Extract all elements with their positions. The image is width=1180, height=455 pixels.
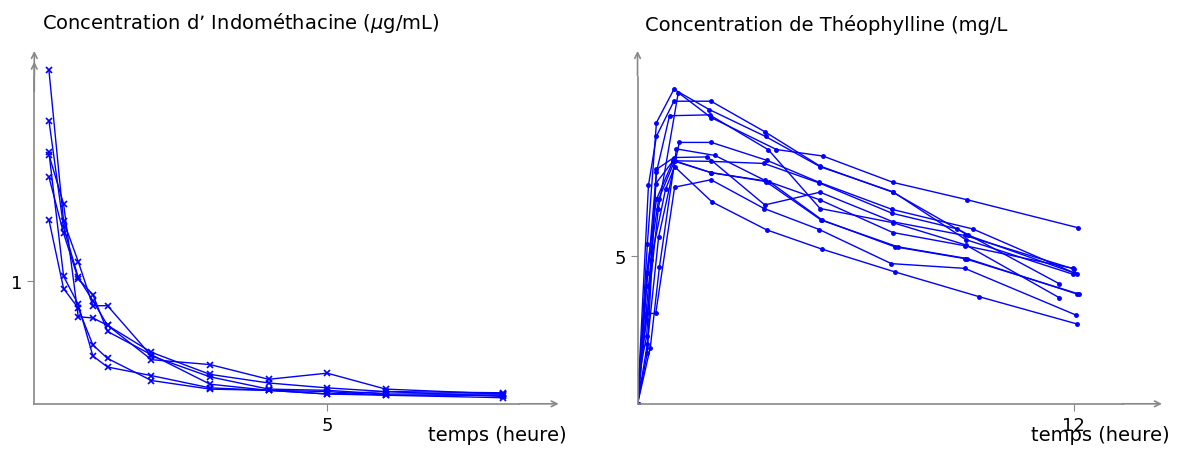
- Text: Concentration de Théophylline (mg/L: Concentration de Théophylline (mg/L: [645, 15, 1008, 35]
- Text: temps (heure): temps (heure): [1031, 425, 1171, 444]
- Text: Concentration d’ Indométhacine ($\mu$g/mL): Concentration d’ Indométhacine ($\mu$g/m…: [42, 11, 440, 35]
- Text: temps (heure): temps (heure): [428, 425, 566, 444]
